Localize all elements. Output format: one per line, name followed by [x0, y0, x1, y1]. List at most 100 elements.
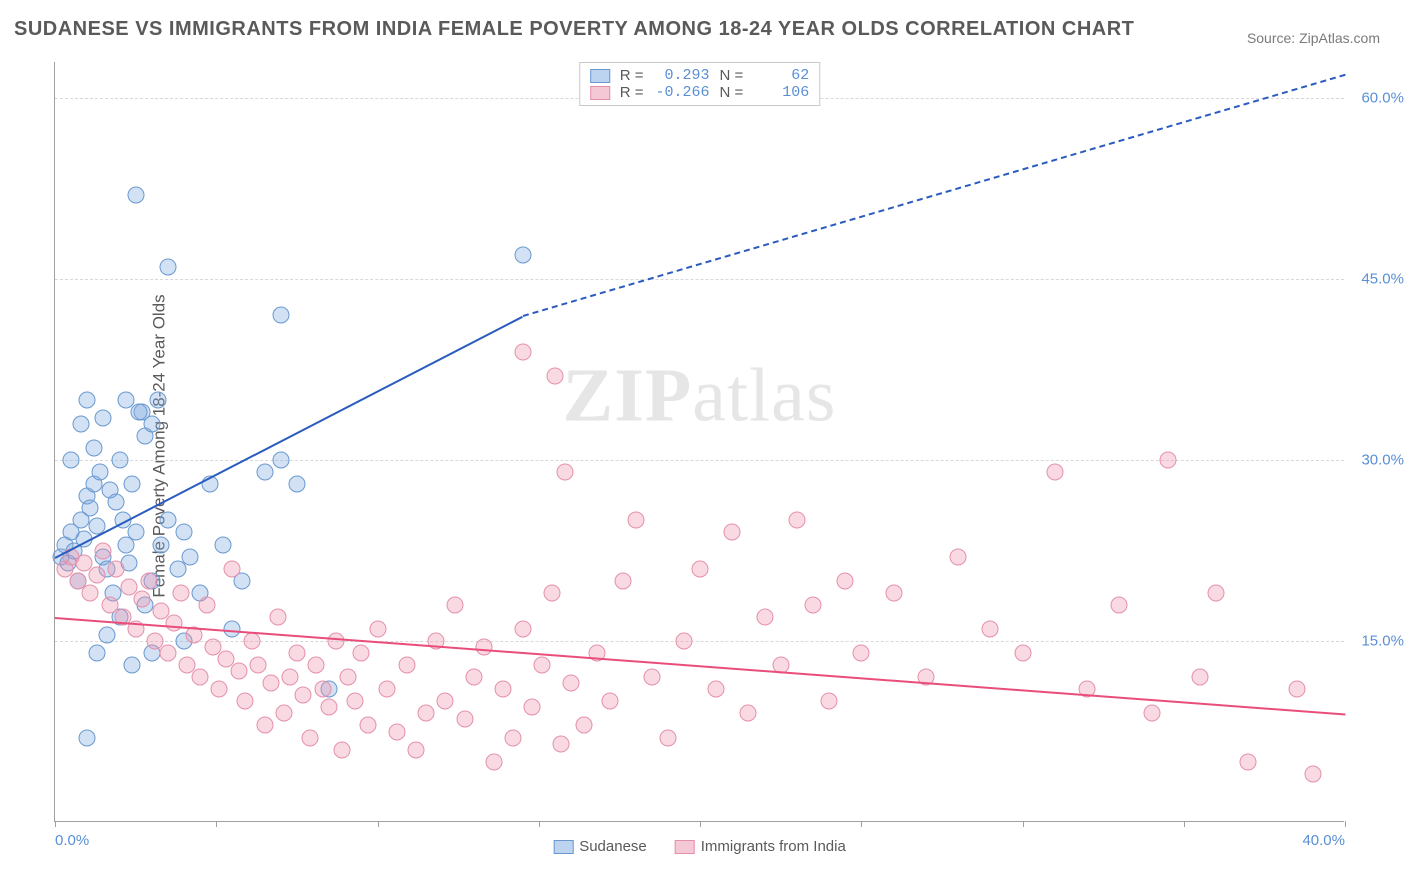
legend-r-value: -0.266: [654, 84, 710, 101]
source-attribution: Source: ZipAtlas.com: [1247, 30, 1380, 46]
scatter-point-india: [256, 717, 273, 734]
legend-series: Sudanese Immigrants from India: [553, 838, 846, 855]
scatter-point-india: [95, 542, 112, 559]
scatter-point-india: [275, 705, 292, 722]
scatter-point-india: [614, 572, 631, 589]
x-tick-label: 40.0%: [1302, 832, 1345, 849]
scatter-point-india: [269, 608, 286, 625]
scatter-point-sudanese: [143, 415, 160, 432]
scatter-point-sudanese: [288, 476, 305, 493]
scatter-point-india: [627, 512, 644, 529]
source-prefix: Source:: [1247, 30, 1299, 46]
legend-n-label: N =: [720, 84, 744, 101]
scatter-point-india: [288, 645, 305, 662]
trend-line: [522, 74, 1345, 317]
scatter-point-india: [456, 711, 473, 728]
scatter-point-india: [885, 584, 902, 601]
scatter-point-india: [250, 657, 267, 674]
scatter-point-india: [295, 687, 312, 704]
scatter-point-india: [140, 572, 157, 589]
legend-r-label: R =: [620, 67, 644, 84]
legend-correlation-box: R =0.293N =62R =-0.266N =106: [579, 62, 821, 106]
chart-title: SUDANESE VS IMMIGRANTS FROM INDIA FEMALE…: [14, 18, 1134, 41]
scatter-point-india: [263, 675, 280, 692]
scatter-point-sudanese: [124, 657, 141, 674]
scatter-point-india: [740, 705, 757, 722]
scatter-point-india: [166, 614, 183, 631]
scatter-point-india: [308, 657, 325, 674]
scatter-point-india: [1304, 765, 1321, 782]
scatter-point-sudanese: [72, 415, 89, 432]
legend-correlation-row-india: R =-0.266N =106: [590, 84, 810, 101]
scatter-point-india: [524, 699, 541, 716]
x-tick-mark: [1184, 821, 1185, 827]
scatter-point-india: [211, 681, 228, 698]
scatter-point-india: [788, 512, 805, 529]
legend-series-item-india: Immigrants from India: [675, 838, 846, 855]
scatter-point-india: [1191, 669, 1208, 686]
scatter-point-india: [563, 675, 580, 692]
legend-swatch-icon: [590, 86, 610, 100]
scatter-point-india: [327, 633, 344, 650]
scatter-point-sudanese: [150, 391, 167, 408]
scatter-point-india: [982, 620, 999, 637]
scatter-point-india: [708, 681, 725, 698]
source-link[interactable]: ZipAtlas.com: [1299, 30, 1380, 46]
legend-correlation-row-sudanese: R =0.293N =62: [590, 67, 810, 84]
scatter-point-sudanese: [176, 524, 193, 541]
scatter-point-sudanese: [85, 440, 102, 457]
scatter-point-india: [243, 633, 260, 650]
scatter-point-india: [388, 723, 405, 740]
scatter-point-india: [556, 464, 573, 481]
x-tick-mark: [216, 821, 217, 827]
scatter-point-india: [398, 657, 415, 674]
scatter-point-india: [643, 669, 660, 686]
scatter-point-sudanese: [214, 536, 231, 553]
scatter-point-india: [334, 741, 351, 758]
scatter-point-india: [1240, 753, 1257, 770]
scatter-point-india: [466, 669, 483, 686]
legend-series-item-sudanese: Sudanese: [553, 838, 647, 855]
scatter-point-india: [659, 729, 676, 746]
scatter-point-india: [675, 633, 692, 650]
scatter-point-india: [408, 741, 425, 758]
watermark: ZIPatlas: [563, 352, 837, 439]
scatter-point-india: [159, 645, 176, 662]
x-tick-mark: [378, 821, 379, 827]
scatter-point-sudanese: [88, 645, 105, 662]
scatter-point-sudanese: [182, 548, 199, 565]
scatter-point-india: [853, 645, 870, 662]
scatter-point-india: [340, 669, 357, 686]
scatter-point-india: [495, 681, 512, 698]
scatter-point-sudanese: [272, 307, 289, 324]
scatter-point-india: [446, 596, 463, 613]
scatter-point-sudanese: [127, 186, 144, 203]
scatter-point-sudanese: [153, 536, 170, 553]
scatter-point-sudanese: [63, 452, 80, 469]
scatter-point-india: [804, 596, 821, 613]
scatter-point-india: [198, 596, 215, 613]
legend-series-label: Immigrants from India: [701, 838, 846, 855]
y-tick-label: 30.0%: [1361, 452, 1404, 469]
scatter-point-sudanese: [111, 452, 128, 469]
scatter-point-sudanese: [79, 729, 96, 746]
scatter-point-sudanese: [272, 452, 289, 469]
scatter-point-india: [756, 608, 773, 625]
scatter-point-india: [192, 669, 209, 686]
scatter-point-india: [224, 560, 241, 577]
plot-area: ZIPatlas R =0.293N =62R =-0.266N =106 Su…: [54, 62, 1344, 822]
scatter-point-india: [1288, 681, 1305, 698]
scatter-point-india: [821, 693, 838, 710]
scatter-point-india: [692, 560, 709, 577]
scatter-point-india: [346, 693, 363, 710]
scatter-point-sudanese: [130, 403, 147, 420]
x-tick-label: 0.0%: [55, 832, 89, 849]
scatter-point-india: [379, 681, 396, 698]
x-tick-mark: [1345, 821, 1346, 827]
scatter-point-india: [1143, 705, 1160, 722]
y-tick-label: 15.0%: [1361, 633, 1404, 650]
y-tick-label: 45.0%: [1361, 271, 1404, 288]
scatter-point-india: [321, 699, 338, 716]
scatter-point-india: [485, 753, 502, 770]
scatter-point-india: [82, 584, 99, 601]
